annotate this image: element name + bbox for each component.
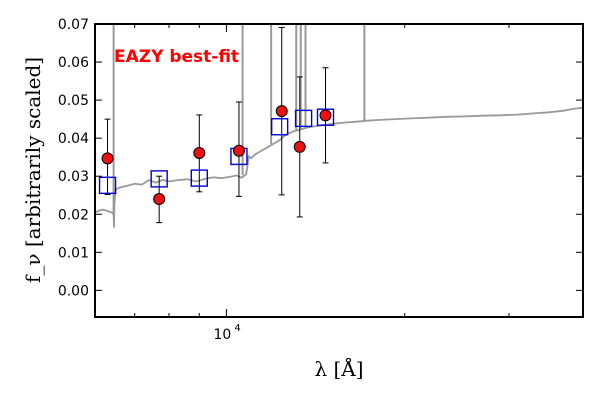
y-axis-label: f_ν [arbitrarily scaled] xyxy=(21,57,45,283)
observed-point-5 xyxy=(293,140,306,153)
model-point-4 xyxy=(270,118,289,136)
x-tick-label: 10 xyxy=(213,327,231,343)
model-photometry xyxy=(98,108,335,195)
axis-ticks: 0.00 0.01 0.02 0.03 0.04 0.05 0.06 0.07 10 4 xyxy=(58,17,584,343)
model-point-1 xyxy=(150,170,168,188)
y-tick-label-1: 0.01 xyxy=(58,245,89,261)
observed-point-0 xyxy=(101,152,114,165)
observed-point-1 xyxy=(153,193,166,206)
observed-point-4 xyxy=(275,105,288,118)
x-tick-label-exponent: 4 xyxy=(234,323,240,334)
y-tick-label-2: 0.02 xyxy=(58,207,89,223)
y-tick-label-7: 0.07 xyxy=(58,17,89,33)
model-point-5 xyxy=(294,109,313,128)
model-point-6 xyxy=(316,108,335,126)
y-tick-label-4: 0.04 xyxy=(58,131,89,147)
y-tick-label-3: 0.03 xyxy=(58,169,89,185)
model-point-2 xyxy=(190,169,208,187)
plot-frame xyxy=(94,23,584,318)
model-point-0 xyxy=(98,176,117,195)
y-tick-label-6: 0.06 xyxy=(58,55,89,71)
y-tick-label-5: 0.05 xyxy=(58,93,89,109)
observed-point-2 xyxy=(193,146,206,159)
observed-photometry xyxy=(101,105,332,206)
spectrum-line xyxy=(94,106,584,228)
observed-point-3 xyxy=(232,144,245,157)
observed-point-6 xyxy=(319,109,332,122)
y-tick-label-0: 0.00 xyxy=(58,283,89,299)
annotation-label: EAZY best-fit xyxy=(114,47,239,67)
x-axis-label: λ [Å] xyxy=(314,356,363,381)
